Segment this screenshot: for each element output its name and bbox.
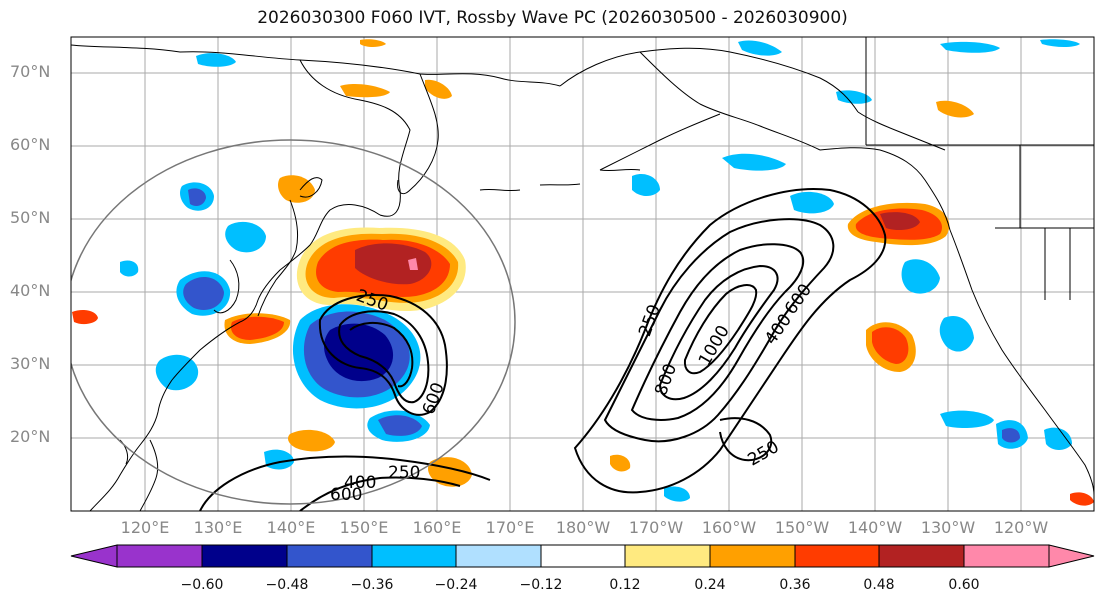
lon-label: 180°W — [555, 518, 611, 537]
map-border — [70, 36, 1095, 512]
colorbar-tick-label: −0.12 — [519, 577, 563, 593]
colorbar-tick-label: 0.60 — [948, 577, 980, 593]
colorbar-bin — [201, 544, 288, 568]
lon-label: 170°E — [485, 518, 535, 537]
lon-label: 130°E — [193, 518, 243, 537]
lat-label-20: 20°N — [10, 427, 51, 446]
domain-circle — [71, 139, 516, 505]
lon-label: 160°E — [412, 518, 462, 537]
lon-label: 170°W — [628, 518, 684, 537]
lat-label-70: 70°N — [10, 62, 51, 81]
colorbar-bin — [116, 544, 203, 568]
colorbar-tick-label: 0.48 — [863, 577, 895, 593]
colorbar-bin — [624, 544, 711, 568]
map-title: 2026030300 F060 IVT, Rossby Wave PC (202… — [257, 8, 848, 28]
colorbar-bin — [878, 544, 965, 568]
lon-label: 120°E — [120, 518, 170, 537]
lon-label: 120°W — [993, 518, 1049, 537]
colorbar-bin — [286, 544, 373, 568]
lat-label-60: 60°N — [10, 135, 51, 154]
colorbar-extend-high — [1048, 544, 1095, 568]
colorbar-bin — [794, 544, 880, 568]
lat-label-40: 40°N — [10, 281, 51, 300]
lat-label-30: 30°N — [10, 354, 51, 373]
contour-label: 250 — [388, 463, 420, 483]
contour-label: 600 — [330, 485, 362, 505]
colorbar-bin — [540, 544, 626, 568]
lat-label-50: 50°N — [10, 208, 51, 227]
coastline-layer — [71, 37, 1094, 511]
colorbar-bin — [709, 544, 796, 568]
colorbar-tick-label: −0.36 — [350, 577, 394, 593]
ivt-contour-layer — [199, 188, 887, 511]
lon-label: 140°E — [266, 518, 316, 537]
ivt-fill-layer — [72, 39, 1094, 506]
colorbar-tick-label: −0.60 — [180, 577, 224, 593]
colorbar-tick-label: 0.12 — [609, 577, 641, 593]
colorbar-tick-label: −0.24 — [434, 577, 478, 593]
colorbar-tick-label: 0.36 — [779, 577, 811, 593]
colorbar-tick-label: −0.48 — [265, 577, 309, 593]
lon-label: 140°W — [847, 518, 903, 537]
colorbar-bin — [371, 544, 457, 568]
lon-label: 150°E — [339, 518, 389, 537]
colorbar-tick-label: 0.24 — [694, 577, 726, 593]
colorbar-bin — [455, 544, 542, 568]
contour-label: 400 — [344, 473, 376, 493]
colorbar-bin — [963, 544, 1050, 568]
lon-label: 130°W — [920, 518, 976, 537]
lon-label: 150°W — [774, 518, 830, 537]
colorbar — [70, 544, 1095, 568]
colorbar-extend-low — [70, 544, 118, 568]
lon-label: 160°W — [701, 518, 757, 537]
